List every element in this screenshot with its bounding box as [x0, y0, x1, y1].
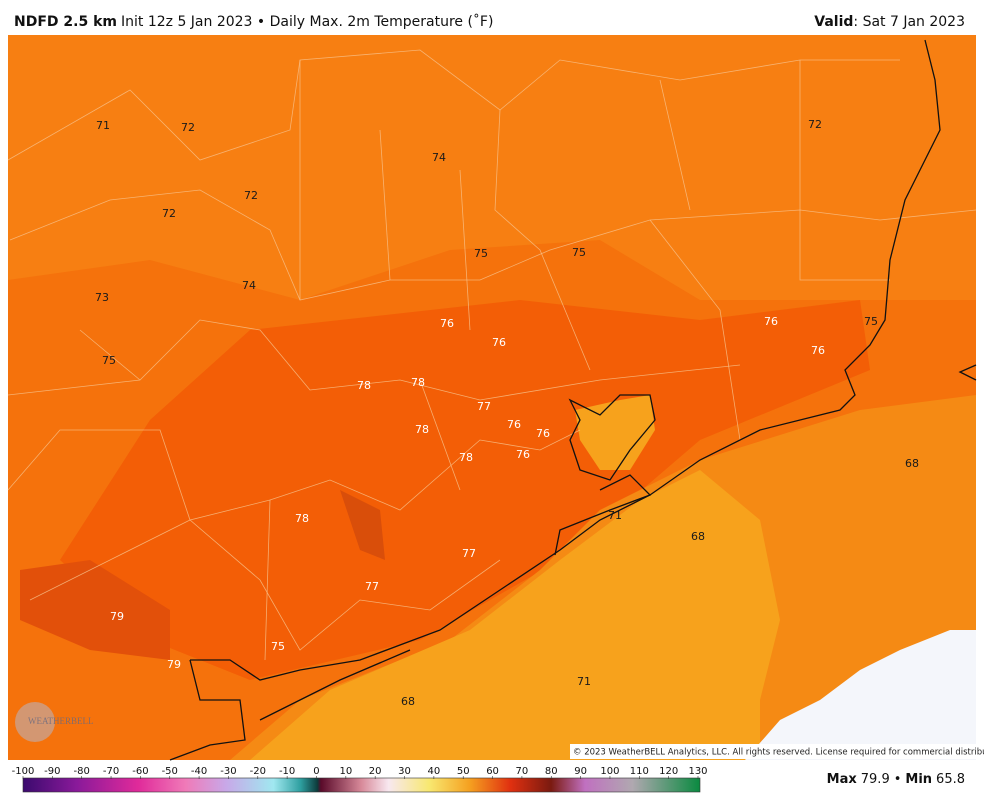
valid-time: Valid: Sat 7 Jan 2023 — [814, 14, 965, 30]
temperature-labels: 71 72 74 72 72 72 75 75 73 74 76 76 76 7… — [95, 118, 919, 708]
temp-label: 78 — [357, 379, 371, 392]
warm-area — [340, 490, 385, 560]
temp-label: 72 — [162, 207, 176, 220]
temp-label: 79 — [110, 610, 124, 623]
colorbar-tick-label: 90 — [574, 766, 587, 777]
colorbar-tick-label: -90 — [44, 766, 60, 777]
temp-label: 75 — [474, 247, 488, 260]
colorbar-tick-label: 40 — [428, 766, 441, 777]
temp-label: 72 — [181, 121, 195, 134]
colorbar-tick-label: -100 — [12, 766, 35, 777]
temp-label: 73 — [95, 291, 109, 304]
temp-label: 76 — [507, 418, 521, 431]
temp-label: 75 — [572, 246, 586, 259]
colorbar-tick-label: 100 — [600, 766, 619, 777]
temp-label: 75 — [102, 354, 116, 367]
separator: • — [894, 772, 902, 787]
copyright-box — [570, 744, 976, 759]
temp-label: 68 — [691, 530, 705, 543]
valid-label: Valid — [814, 14, 853, 30]
max-value: 79.9 — [861, 772, 890, 787]
colorbar — [22, 777, 701, 793]
temp-label: 72 — [244, 189, 258, 202]
colorbar-tick-label: 0 — [313, 766, 319, 777]
temp-label: 68 — [401, 695, 415, 708]
temp-label: 76 — [516, 448, 530, 461]
copyright: © 2023 WeatherBELL Analytics, LLC. All r… — [573, 748, 984, 758]
logo-globe — [15, 702, 55, 742]
colorbar-tick-label: -40 — [191, 766, 207, 777]
colorbar-tick-label: -60 — [132, 766, 148, 777]
colorbar-tick-label: 110 — [630, 766, 649, 777]
min-label: Min — [905, 772, 932, 787]
bay-water — [575, 395, 655, 470]
colorbar-tick-label: -50 — [162, 766, 178, 777]
temp-label: 77 — [462, 547, 476, 560]
colorbar-tick-label: -20 — [250, 766, 266, 777]
temp-label: 76 — [536, 427, 550, 440]
temp-label: 79 — [167, 658, 181, 671]
temp-label: 76 — [440, 317, 454, 330]
colorbar-tick-label: 70 — [516, 766, 529, 777]
temp-label: 74 — [432, 151, 446, 164]
colorbar-tick-label: -30 — [220, 766, 236, 777]
colorbar-ticks: -100 -90 -80 -70 -60 -50 -40 -30 -20 -10 0 10 20 30 40… — [12, 766, 708, 779]
temp-label: 76 — [811, 344, 825, 357]
model-name: NDFD 2.5 km — [14, 14, 117, 30]
temp-label: 76 — [764, 315, 778, 328]
colorbar-tick-label: -10 — [279, 766, 295, 777]
colorbar-tick-label: 30 — [398, 766, 411, 777]
map: 71 72 74 72 72 72 75 75 73 74 76 76 76 7… — [7, 35, 984, 761]
no-data-area — [745, 630, 976, 760]
colorbar-tick-label: -70 — [103, 766, 119, 777]
temp-label: 71 — [577, 675, 591, 688]
stats: Max 79.9 • Min 65.8 — [827, 772, 965, 787]
colorbar-tick-label: 130 — [688, 766, 707, 777]
colorbar-tick-label: 120 — [659, 766, 678, 777]
logo-text: WEATHERBELL — [28, 716, 94, 726]
county-lines — [7, 49, 977, 661]
temp-label: 75 — [271, 640, 285, 653]
shelf-water — [250, 470, 780, 760]
temp-label: 72 — [808, 118, 822, 131]
colorbar-tick-label: 10 — [339, 766, 352, 777]
warm-area — [20, 560, 170, 660]
temp-label: 75 — [864, 315, 878, 328]
max-label: Max — [827, 772, 858, 787]
valid-date: : Sat 7 Jan 2023 — [853, 14, 965, 30]
colorbar-tick-label: 50 — [457, 766, 470, 777]
temp-label: 78 — [459, 451, 473, 464]
temp-label: 78 — [415, 423, 429, 436]
temp-label: 76 — [492, 336, 506, 349]
temp-label: 71 — [96, 119, 110, 132]
temp-label: 78 — [295, 512, 309, 525]
colorbar-tick-label: 20 — [369, 766, 382, 777]
north-region — [8, 35, 976, 300]
temp-label: 74 — [242, 279, 256, 292]
colorbar-tick-label: -80 — [74, 766, 90, 777]
temp-label: 77 — [477, 400, 491, 413]
temp-label: 77 — [365, 580, 379, 593]
colorbar-tick-label: 80 — [545, 766, 558, 777]
temp-label: 68 — [905, 457, 919, 470]
map-description: Init 12z 5 Jan 2023 • Daily Max. 2m Temp… — [121, 13, 493, 30]
colorbar-tick-label: 60 — [486, 766, 499, 777]
temp-label: 71 — [608, 509, 622, 522]
min-value: 65.8 — [936, 772, 965, 787]
temp-label: 78 — [411, 376, 425, 389]
